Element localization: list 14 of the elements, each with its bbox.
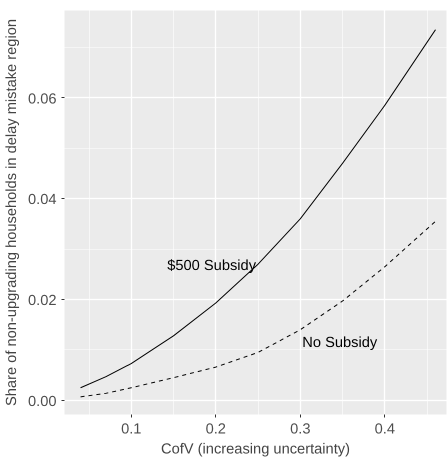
line-series [80, 29, 436, 388]
y-tick-label: 0.00 [28, 394, 57, 410]
series-label: $500 Subsidy [167, 258, 257, 274]
y-axis-title: Share of non-upgrading households in delay mistake region [4, 18, 20, 406]
x-tick-label: 0.4 [374, 422, 395, 438]
y-tick-label: 0.02 [28, 293, 57, 310]
line-series [80, 220, 436, 398]
y-tick-label: 0.04 [28, 192, 57, 208]
x-tick-label: 0.3 [290, 422, 310, 438]
x-axis-title: CofV (increasing uncertainty) [161, 442, 350, 458]
y-tick-label: 0.06 [28, 91, 57, 108]
x-tick-label: 0.2 [206, 422, 226, 438]
x-tick-label: 0.1 [121, 422, 142, 438]
series-label: No Subsidy [302, 334, 378, 351]
